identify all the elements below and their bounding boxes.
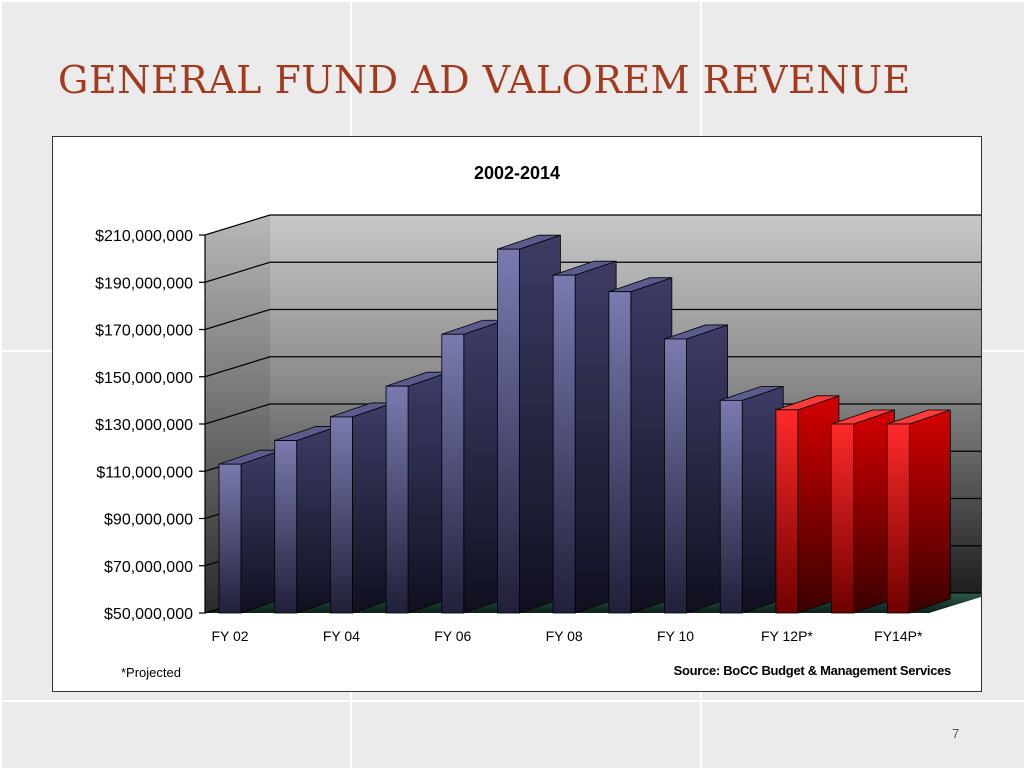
gridline xyxy=(199,261,981,283)
chart-title: 2002-2014 xyxy=(473,163,561,183)
x-tick-label: FY 10 xyxy=(657,628,694,644)
y-tick-label: $50,000,000 xyxy=(104,606,193,623)
bar xyxy=(775,395,840,614)
bar xyxy=(886,409,951,614)
chart-frame: 2002-2014 xyxy=(52,136,982,692)
x-tick-label: FY14P* xyxy=(874,628,923,644)
projected-footnote: *Projected xyxy=(121,665,181,680)
y-tick-label: $70,000,000 xyxy=(104,559,193,576)
y-tick-label: $190,000,000 xyxy=(95,275,193,292)
bar xyxy=(218,449,283,614)
bar xyxy=(274,425,339,614)
bar xyxy=(497,234,561,614)
x-tick-label: FY 02 xyxy=(211,628,248,644)
x-tick-label: FY 08 xyxy=(546,628,583,644)
x-tick-label: FY 04 xyxy=(323,628,360,644)
bar xyxy=(552,260,617,614)
y-tick-label: $130,000,000 xyxy=(95,417,193,434)
bar xyxy=(329,402,394,614)
x-tick-label: FY 06 xyxy=(434,628,471,644)
bar xyxy=(385,371,450,614)
bar xyxy=(831,409,896,614)
y-tick-label: $110,000,000 xyxy=(96,464,193,481)
y-tick-label: $90,000,000 xyxy=(104,512,193,529)
bar xyxy=(441,319,506,614)
slide-title: GENERAL FUND AD VALOREM REVENUE xyxy=(58,58,911,102)
gridline xyxy=(199,214,981,236)
page-number: 7 xyxy=(952,726,960,741)
bar xyxy=(719,385,784,614)
y-tick-label: $170,000,000 xyxy=(95,323,193,340)
bar-chart: $50,000,000 $70,000,000 $90,000,000 $110,00… xyxy=(95,214,981,644)
x-tick-label: FY 12P* xyxy=(761,628,813,644)
y-tick-label: $150,000,000 xyxy=(95,370,193,387)
bar xyxy=(608,277,673,614)
y-tick-label: $210,000,000 xyxy=(95,228,193,245)
bar xyxy=(664,324,728,614)
source-note: Source: BoCC Budget & Management Service… xyxy=(673,663,952,678)
